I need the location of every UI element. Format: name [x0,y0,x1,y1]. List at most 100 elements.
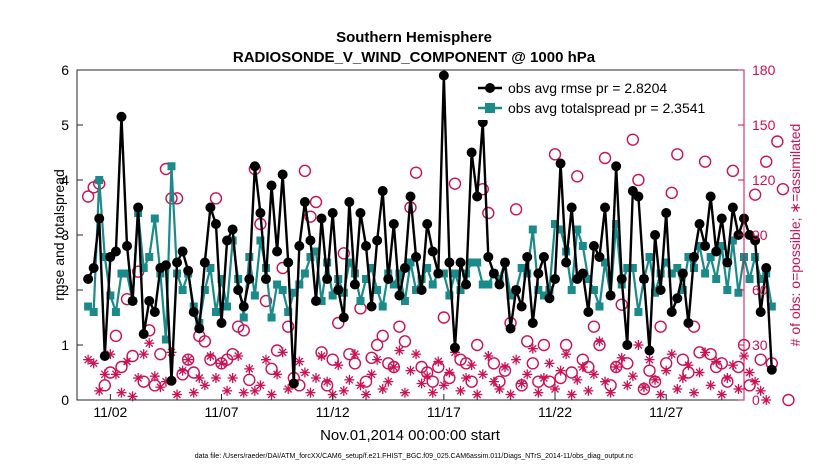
rmse-point [305,235,316,246]
rmse-point [650,230,661,240]
rmse-point [188,307,199,317]
assimilated-obs-marker [755,385,766,396]
assimilated-obs-marker [533,387,544,398]
rmse-point [516,301,527,312]
left-tick-label: 4 [61,172,69,188]
assimilated-obs-marker [472,389,483,400]
rmse-point [661,208,672,218]
totalspread-point [667,269,676,278]
assimilated-obs-marker [455,385,466,396]
rmse-point [266,180,277,191]
totalspread-point [200,286,209,294]
rmse-point [766,364,777,375]
rmse-point [683,318,694,328]
assimilated-obs-marker [700,347,711,358]
totalspread-point [356,297,365,305]
rmse-point [83,274,94,284]
assimilated-obs-marker [466,360,477,371]
totalspread-point [634,308,643,316]
possible-obs-marker [621,357,634,370]
assimilated-obs-marker [188,387,199,398]
totalspread-point [467,258,476,267]
assimilated-obs-marker [722,373,733,383]
possible-obs-marker [387,360,401,374]
rmse-point [705,191,716,202]
assimilated-obs-marker [266,389,277,400]
assimilated-obs-marker [122,356,133,367]
assimilated-obs-marker [438,380,449,391]
rmse-point [377,186,388,196]
assimilated-obs-marker [661,365,672,376]
totalspread-point [239,313,248,322]
totalspread-point [106,291,115,300]
left-tick-label: 1 [61,337,69,353]
totalspread-point [445,291,454,300]
right-tick-label: 30 [752,337,768,353]
possible-obs-marker [698,155,712,168]
assimilated-obs-marker [133,373,144,383]
legend-spread-label: obs avg totalspread pr = 2.3541 [508,100,706,116]
totalspread-point [712,275,721,283]
totalspread-point [84,302,93,311]
totalspread-point [267,313,276,322]
assimilated-obs-marker [344,374,355,385]
assimilated-obs-marker [149,371,160,382]
assimilated-obs-marker [677,373,688,383]
rmse-point [550,274,561,284]
totalspread-point [439,269,448,278]
rmse-point [249,161,260,172]
totalspread-point [256,236,265,245]
assimilated-obs-marker [611,362,622,372]
right-tick-label: 150 [752,117,776,133]
assimilated-obs-marker [444,367,455,378]
totalspread-point [612,220,621,228]
totalspread-point [317,297,326,305]
right-tick-label: 180 [752,62,776,78]
assimilated-obs-marker [322,376,333,387]
possible-obs-marker [448,177,462,190]
assimilated-obs-marker [499,362,510,372]
totalspread-point [478,280,487,289]
right-tick-label: 90 [752,227,768,243]
assimilated-obs-marker [483,351,494,361]
assimilated-obs-marker [183,354,194,365]
possible-obs-marker [109,329,123,343]
rmse-point [160,260,171,271]
assimilated-obs-marker [205,351,216,361]
totalspread-point [556,225,565,234]
rmse-point [622,340,633,350]
possible-obs-marker [298,164,312,178]
rmse-point [277,169,288,180]
rmse-point [438,70,449,81]
left-tick-label: 2 [61,282,69,298]
assimilated-obs-marker [566,389,577,400]
possible-obs-marker [243,373,256,387]
totalspread-point [662,258,671,267]
possible-obs-marker [571,170,584,183]
assimilated-obs-marker [577,362,588,372]
assimilated-obs-marker [544,358,555,369]
rmse-point [122,241,133,251]
possible-obs-marker [654,320,667,333]
rmse-point [611,161,622,172]
rmse-point [472,191,483,202]
assimilated-obs-marker [411,349,422,360]
rmse-point [544,293,555,304]
left-tick-label: 3 [61,227,69,243]
totalspread-point [723,286,732,294]
rmse-point [750,235,761,246]
totalspread-point [373,286,382,294]
rmse-point [94,213,105,224]
totalspread-point [273,280,282,289]
assimilated-obs-marker [88,358,99,369]
assimilated-obs-marker [233,351,244,361]
x-tick-label: 11/22 [538,404,572,420]
possible-obs-marker [671,148,684,161]
right-tick-label: 120 [752,172,776,188]
assimilated-obs-marker [488,376,499,387]
totalspread-point [651,288,660,297]
totalspread-point [284,308,293,316]
legend-rmse-label: obs avg rmse pr = 2.8204 [508,80,667,96]
possible-obs-marker [676,353,690,366]
assimilated-obs-marker [744,367,755,378]
